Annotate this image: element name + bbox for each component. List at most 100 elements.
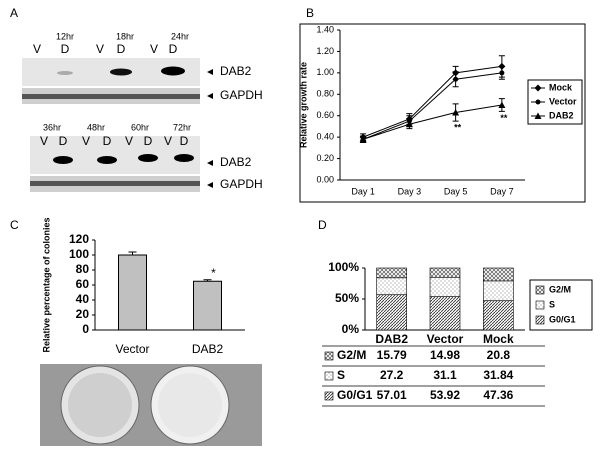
table-swatch (324, 391, 334, 401)
series-line (362, 65, 502, 138)
marker (498, 101, 506, 108)
y-tick-label: 80 (76, 262, 90, 276)
lane-label: V (164, 134, 172, 148)
band (161, 66, 185, 76)
legend-box (527, 79, 583, 125)
y-tick-label: 0% (342, 322, 360, 336)
time-label: 60hr (131, 122, 149, 132)
error-bar (203, 279, 212, 282)
table-swatch (324, 351, 334, 361)
annotation: * (211, 266, 216, 280)
marker (534, 84, 542, 92)
arrow (207, 160, 213, 166)
table-cell: 31.1 (433, 368, 457, 382)
y-tick-label: 100 (69, 247, 89, 261)
legend-swatch (535, 300, 545, 310)
marker (453, 76, 459, 82)
lane-label: V (40, 134, 48, 148)
bar-segment (483, 300, 514, 331)
arrow (207, 182, 213, 188)
panel-label: C (10, 218, 19, 232)
band (110, 68, 132, 76)
table-row-label: G0/G1 (337, 388, 373, 402)
band (97, 156, 117, 164)
bar-segment (483, 280, 514, 301)
y-tick-label: 60 (76, 277, 90, 291)
table-cell: 14.98 (430, 348, 460, 362)
table-cell: 31.84 (483, 368, 513, 382)
table-row-label: S (337, 368, 345, 382)
table-cell: 47.36 (483, 388, 513, 402)
bar-segment (429, 296, 461, 331)
x-tick-label: Day 7 (490, 186, 514, 196)
table-cell: 27.2 (380, 368, 404, 382)
y-tick-label: 0.60 (316, 110, 334, 120)
band-label: DAB2 (220, 155, 252, 169)
bar-segment (376, 294, 407, 331)
y-tick-label: 120 (69, 232, 89, 246)
band (174, 154, 194, 162)
table-cell: 57.01 (377, 388, 407, 402)
lane-label: V (125, 134, 133, 148)
bar-segment (429, 267, 461, 278)
y-tick-label: 1.40 (316, 24, 334, 34)
time-label: 18hr (116, 31, 134, 41)
legend-label: DAB2 (549, 110, 574, 120)
y-tick-label: 1.20 (316, 46, 334, 56)
error-bar (128, 251, 137, 255)
band (22, 94, 200, 99)
time-label: 12hr (56, 31, 74, 41)
x-tick-label: DAB2 (375, 332, 408, 346)
legend-label: S (549, 299, 555, 309)
legend-swatch (535, 285, 545, 295)
y-tick-label: 0.40 (316, 132, 334, 142)
x-tick-label: Vector (427, 332, 464, 346)
series-line (362, 104, 502, 140)
x-tick-label: Vector (115, 342, 149, 356)
marker (452, 109, 460, 116)
x-tick-label: Day 3 (398, 186, 422, 196)
y-tick-label: 40 (76, 292, 90, 306)
arrow (207, 93, 213, 99)
plate-colonies (158, 373, 222, 437)
table-cell: 20.8 (487, 348, 511, 362)
marker (534, 112, 542, 119)
time-label: 72hr (173, 122, 191, 132)
lane-label: D (180, 134, 189, 148)
lane-label: D (59, 134, 68, 148)
band (57, 71, 73, 75)
legend-box (529, 279, 593, 331)
marker (359, 135, 367, 143)
blot-strip (30, 136, 200, 174)
lane-label: D (61, 42, 70, 56)
lane-label: D (169, 42, 178, 56)
time-label: 24hr (171, 31, 189, 41)
y-tick-label: 100% (328, 260, 359, 274)
lane-label: V (96, 42, 104, 56)
bar-segment (376, 277, 407, 295)
y-axis-label: Relative growth rate (298, 62, 308, 148)
x-tick-label: DAB2 (192, 342, 224, 356)
band (30, 181, 200, 186)
annotation: ** (500, 113, 508, 123)
lane-label: V (150, 42, 158, 56)
chart-border (299, 23, 586, 203)
y-tick-label: 0 (82, 322, 89, 336)
y-axis-label: Relative percentage of colonies (41, 217, 51, 352)
bar-segment (429, 276, 461, 297)
table-row-label: G2/M (337, 348, 366, 362)
y-tick-label: 0.80 (316, 89, 334, 99)
bar (118, 254, 147, 331)
table-cell: 15.79 (377, 348, 407, 362)
marker (499, 70, 505, 76)
legend-label: Mock (549, 82, 573, 92)
band-label: GAPDH (220, 177, 263, 191)
y-tick-label: 50% (335, 291, 359, 305)
bar (193, 280, 222, 331)
lane-label: D (144, 134, 153, 148)
time-label: 36hr (43, 122, 61, 132)
lane-label: V (82, 134, 90, 148)
marker (535, 99, 541, 105)
bar-segment (483, 267, 514, 282)
